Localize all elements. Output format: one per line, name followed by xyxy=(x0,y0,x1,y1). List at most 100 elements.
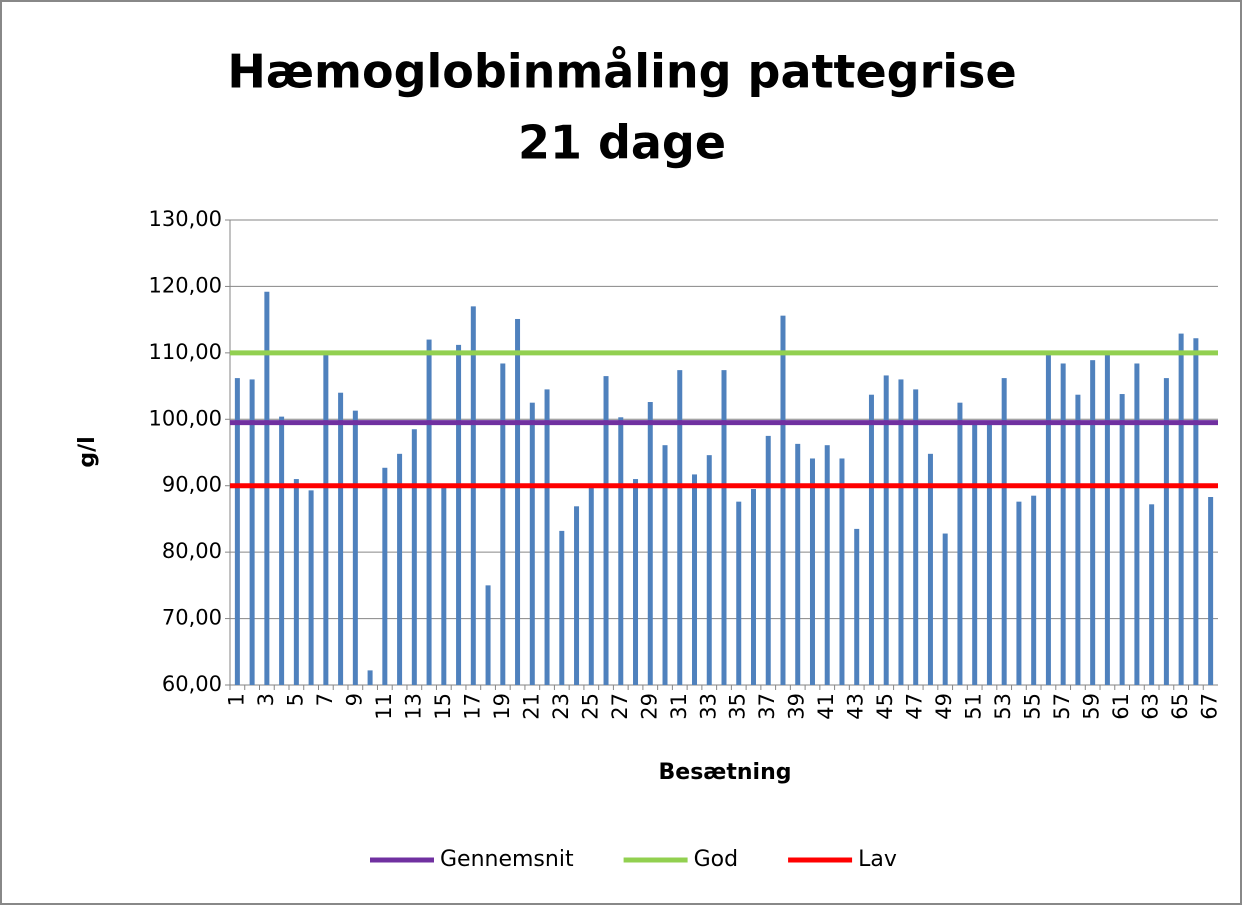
bar xyxy=(927,453,933,685)
x-tick-label: 67 xyxy=(1198,693,1222,720)
bar xyxy=(618,417,624,685)
x-tick-label: 27 xyxy=(608,693,632,720)
y-axis-label: g/l xyxy=(75,436,100,467)
y-tick-label: 120,00 xyxy=(149,273,222,297)
bar xyxy=(854,528,860,685)
x-tick-label: 45 xyxy=(873,693,897,720)
bar xyxy=(986,423,992,685)
bar xyxy=(913,389,919,685)
y-tick-label: 70,00 xyxy=(162,606,222,630)
x-tick-label: 51 xyxy=(962,693,986,720)
bar xyxy=(382,467,388,685)
bar xyxy=(367,670,373,685)
y-tick-label: 90,00 xyxy=(162,473,222,497)
x-tick-label: 37 xyxy=(755,693,779,720)
bar xyxy=(750,489,756,685)
bar xyxy=(633,479,639,685)
bar xyxy=(1193,338,1199,685)
bar xyxy=(662,445,668,685)
bar xyxy=(1134,363,1140,685)
bar xyxy=(279,416,285,685)
x-tick-label: 55 xyxy=(1021,693,1045,720)
x-tick-label: 61 xyxy=(1109,693,1133,720)
bar xyxy=(824,445,830,685)
bar xyxy=(1163,378,1169,685)
bar xyxy=(441,485,447,685)
x-tick-label: 57 xyxy=(1050,693,1074,720)
x-tick-label: 31 xyxy=(667,693,691,720)
x-tick-label: 5 xyxy=(283,693,307,706)
x-tick-label: 33 xyxy=(696,693,720,720)
bar xyxy=(485,585,491,685)
bar xyxy=(411,429,417,685)
chart-title: Hæmoglobinmåling pattegrise xyxy=(227,45,1016,99)
bar xyxy=(1075,394,1081,685)
bar xyxy=(308,490,314,685)
x-tick-label: 43 xyxy=(844,693,868,720)
bar xyxy=(721,370,727,685)
x-tick-label: 11 xyxy=(372,693,396,720)
x-tick-label: 17 xyxy=(460,693,484,720)
bar xyxy=(1104,352,1110,685)
x-tick-label: 15 xyxy=(431,693,455,720)
bar xyxy=(736,501,742,685)
bar xyxy=(1045,352,1051,685)
x-tick-label: 53 xyxy=(991,693,1015,720)
bar xyxy=(1149,504,1155,685)
x-axis-label: Besætning xyxy=(659,760,792,785)
bar xyxy=(574,506,580,685)
x-tick-label: 29 xyxy=(637,693,661,720)
bar xyxy=(972,423,978,685)
x-tick-label: 59 xyxy=(1080,693,1104,720)
bar xyxy=(234,378,240,685)
chart-title: 21 dage xyxy=(518,116,726,170)
bar xyxy=(898,379,904,685)
bar xyxy=(809,458,815,685)
bar xyxy=(692,474,698,685)
bar xyxy=(1119,394,1125,685)
x-tick-label: 3 xyxy=(254,693,278,706)
x-tick-label: 41 xyxy=(814,693,838,720)
bar xyxy=(456,344,462,685)
y-tick-label: 110,00 xyxy=(149,340,222,364)
bar xyxy=(323,352,329,685)
bar xyxy=(470,306,476,685)
bar xyxy=(515,318,521,685)
x-tick-label: 7 xyxy=(313,693,337,706)
bar xyxy=(780,315,786,685)
x-tick-label: 1 xyxy=(224,693,248,706)
bar xyxy=(677,370,683,685)
legend-label: God xyxy=(694,847,738,872)
y-tick-label: 100,00 xyxy=(149,406,222,430)
bar xyxy=(647,402,653,685)
x-tick-label: 63 xyxy=(1139,693,1163,720)
y-tick-label: 80,00 xyxy=(162,539,222,563)
x-tick-label: 35 xyxy=(726,693,750,720)
bar xyxy=(1090,360,1096,685)
y-tick-label: 130,00 xyxy=(149,207,222,231)
x-tick-label: 9 xyxy=(342,693,366,706)
bar xyxy=(1031,495,1037,685)
x-tick-label: 65 xyxy=(1168,693,1192,720)
x-tick-label: 25 xyxy=(578,693,602,720)
bar xyxy=(352,410,358,685)
x-tick-label: 39 xyxy=(785,693,809,720)
legend-label: Gennemsnit xyxy=(440,847,574,872)
bar xyxy=(1016,501,1022,685)
bar xyxy=(1060,363,1066,685)
bar xyxy=(1001,378,1007,685)
x-tick-label: 23 xyxy=(549,693,573,720)
bar xyxy=(1208,497,1214,685)
bar xyxy=(883,375,889,685)
bar xyxy=(559,530,565,685)
x-tick-label: 19 xyxy=(490,693,514,720)
bar xyxy=(426,339,432,685)
bar xyxy=(706,455,712,685)
bar xyxy=(765,435,771,685)
bar xyxy=(249,379,255,685)
bar xyxy=(942,533,948,685)
bar xyxy=(293,479,299,685)
x-tick-label: 13 xyxy=(401,693,425,720)
